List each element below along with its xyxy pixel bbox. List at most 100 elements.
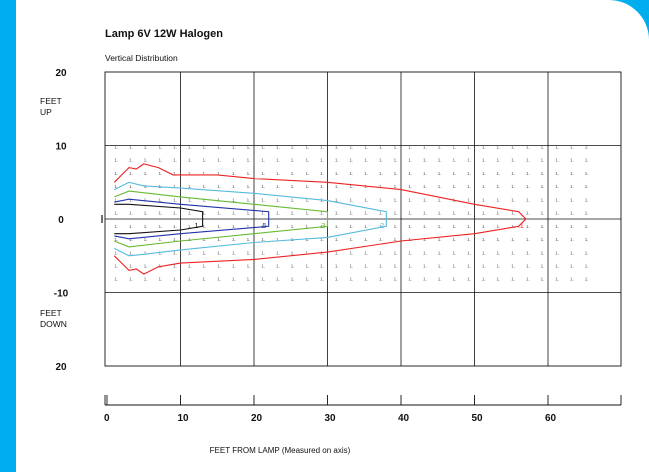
grid-dot-label: 1. — [541, 184, 545, 189]
grid-dot-label: 1. — [555, 277, 559, 282]
grid-dot-label: 1. — [144, 211, 148, 216]
grid-dot-label: 1. — [114, 250, 118, 255]
grid-dot-label: 1. — [408, 144, 412, 149]
grid-dot-label: 1. — [305, 184, 309, 189]
x-tick-label: 30 — [325, 413, 337, 424]
x-axis: 0 10 20 30 40 50 60 — [104, 395, 622, 424]
grid-dot-label: 1. — [467, 197, 471, 202]
grid-dot-label: 1. — [438, 237, 442, 242]
grid-dot-label: 1. — [526, 277, 530, 282]
grid-dot-label: 1. — [423, 277, 427, 282]
grid-dot-label: 1. — [570, 264, 574, 269]
grid-dot-label: 1. — [217, 264, 221, 269]
grid-dot-label: 1. — [452, 224, 456, 229]
grid-dot-label: 1. — [497, 158, 501, 163]
grid-dot-label: 1. — [247, 264, 251, 269]
grid-dot-label: 1. — [497, 184, 501, 189]
grid-dot-label: 1. — [173, 237, 177, 242]
grid-dot-label: 1. — [541, 144, 545, 149]
grid-dot-label: 1. — [144, 144, 148, 149]
grid-dot-label: 1. — [158, 277, 162, 282]
grid-dot-label: 1. — [585, 264, 589, 269]
grid-dot-label: 1. — [261, 158, 265, 163]
grid-dot-label: 1. — [526, 158, 530, 163]
grid-dot-label: 1. — [247, 158, 251, 163]
grid-dot-label: 1. — [482, 237, 486, 242]
grid-dot-label: 1. — [482, 184, 486, 189]
grid-dot-label: 1. — [158, 237, 162, 242]
grid-dot-label: 1. — [129, 144, 133, 149]
grid-dot-label: 1. — [423, 211, 427, 216]
grid-dot-label: 1. — [394, 211, 398, 216]
x-axis-label: FEET FROM LAMP (Measured on axis) — [210, 446, 351, 455]
grid-dot-label: 1. — [261, 197, 265, 202]
grid-dot-label: 1. — [335, 277, 339, 282]
grid-dot-label: 1. — [364, 224, 368, 229]
grid-dot-label: 1. — [335, 171, 339, 176]
grid-dot-label: 1. — [114, 184, 118, 189]
grid-dot-label: 1. — [452, 171, 456, 176]
grid-dot-label: 1. — [511, 224, 515, 229]
grid-dot-label: 1. — [173, 250, 177, 255]
grid-dot-label: 1. — [423, 171, 427, 176]
grid-dot-label: 1. — [585, 144, 589, 149]
grid-dot-label: 1. — [188, 211, 192, 216]
grid-dot-label: 1. — [408, 158, 412, 163]
grid-dot-label: 1. — [247, 211, 251, 216]
grid-dot-label: 1. — [497, 211, 501, 216]
grid-dot-label: 1. — [570, 184, 574, 189]
grid-dot-label: 1. — [129, 264, 133, 269]
grid-dot-label: 1. — [511, 184, 515, 189]
grid-dot-label: 1. — [482, 197, 486, 202]
x-tick-label: 40 — [398, 413, 410, 424]
grid-dot-label: 1. — [585, 171, 589, 176]
grid-dot-label: 1. — [276, 264, 280, 269]
grid-dot-label: 1. — [541, 171, 545, 176]
grid-dot-label: 1. — [261, 211, 265, 216]
grid-dot-label: 1. — [291, 250, 295, 255]
x-tick-label: 10 — [178, 413, 190, 424]
grid-dot-label: 1. — [173, 277, 177, 282]
isoline-label-3: .3 — [320, 223, 326, 230]
grid-dot-label: 1. — [247, 224, 251, 229]
grid-dot-label: 1. — [364, 158, 368, 163]
grid-dot-label: 1. — [452, 264, 456, 269]
grid-dot-label: 1. — [555, 144, 559, 149]
grid-dot-label: 1. — [379, 171, 383, 176]
grid-dot-label: 1. — [305, 144, 309, 149]
grid-dot-label: 1. — [276, 277, 280, 282]
grid-dot-label: 1. — [467, 171, 471, 176]
grid-dot-label: 1. — [570, 277, 574, 282]
grid-dot-label: 1. — [423, 158, 427, 163]
grid-dot-label: 1. — [570, 250, 574, 255]
grid-dot-label: 1. — [482, 158, 486, 163]
grid-dot-label: 1. — [188, 197, 192, 202]
grid-dot-label: 1. — [423, 197, 427, 202]
grid-dot-label: 1. — [261, 277, 265, 282]
grid-dot-label: 1. — [276, 197, 280, 202]
grid-dot-label: 1. — [585, 211, 589, 216]
grid-dot-label: 1. — [232, 211, 236, 216]
grid-dot-label: 1. — [467, 224, 471, 229]
grid-dot-label: 1. — [394, 184, 398, 189]
grid-dot-label: 1. — [173, 171, 177, 176]
grid-dot-label: 1. — [497, 277, 501, 282]
grid-dot-label: 1. — [364, 211, 368, 216]
grid-dot-label: 1. — [497, 264, 501, 269]
grid-dot-label: 1. — [335, 158, 339, 163]
isoline-series-2 — [114, 181, 387, 257]
grid-dot-label: 1. — [452, 277, 456, 282]
grid-dot-label: 1. — [408, 250, 412, 255]
grid-dot-label: 1. — [188, 250, 192, 255]
grid-dot-label: 1. — [555, 171, 559, 176]
grid-dot-label: 1. — [320, 144, 324, 149]
grid-dot-label: 1. — [247, 250, 251, 255]
grid-dot-label: 1. — [423, 144, 427, 149]
grid-dot-label: 1. — [203, 171, 207, 176]
grid-dot-label: 1. — [364, 277, 368, 282]
grid-dot-label: 1. — [438, 144, 442, 149]
grid-dot-label: 1. — [408, 197, 412, 202]
grid-dot-label: 1. — [335, 184, 339, 189]
grid-dot-label: 1. — [188, 184, 192, 189]
grid-dot-label: 1. — [291, 211, 295, 216]
